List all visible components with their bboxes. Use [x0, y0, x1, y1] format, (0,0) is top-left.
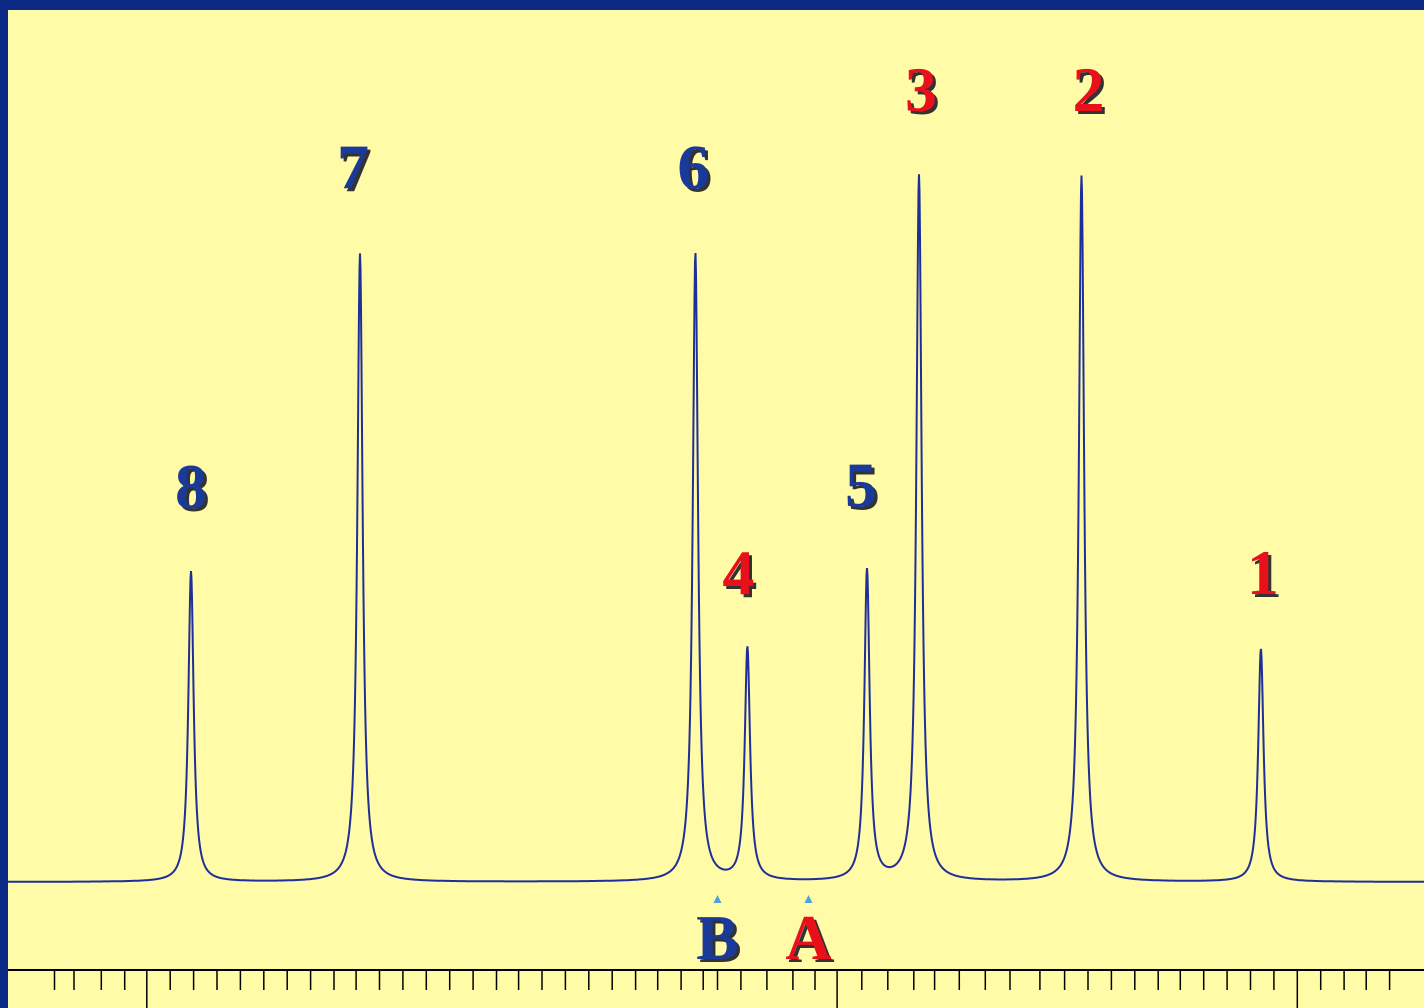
peak-label-text: 1 — [1247, 537, 1279, 608]
peak-label-3: 33 — [905, 54, 940, 128]
marker-arrow-icon — [713, 895, 722, 903]
peak-label-text: 8 — [175, 451, 207, 522]
peak-label-shadow: 1 — [1250, 540, 1282, 611]
peak-label-1: 11 — [1247, 537, 1282, 611]
peak-label-6: 66 — [677, 132, 712, 206]
peak-label-shadow: 3 — [908, 57, 940, 128]
peak-label-7: 77 — [337, 132, 372, 206]
marker-arrow-icon — [804, 895, 813, 903]
shift-markers: BB AA — [696, 895, 835, 976]
x-axis — [8, 969, 1424, 1008]
peak-label-4: 44 — [722, 537, 757, 611]
peak-label-text: 4 — [722, 537, 754, 608]
peak-label-text: 3 — [905, 54, 937, 125]
marker-label-text: B — [696, 902, 739, 973]
peak-label-text: 5 — [845, 449, 877, 520]
spectrum-trace — [8, 174, 1424, 883]
peak-label-2: 22 — [1073, 54, 1108, 128]
marker-label-shadow: A — [788, 905, 834, 976]
plot-background — [8, 10, 1424, 1008]
peak-label-text: 2 — [1073, 54, 1105, 125]
marker-B: BB — [696, 895, 742, 976]
peak-label-shadow: 4 — [725, 540, 757, 611]
peak-label-shadow: 7 — [340, 135, 372, 206]
marker-label-shadow: B — [699, 905, 742, 976]
peak-label-5: 55 — [845, 449, 880, 523]
peak-label-8: 88 — [175, 451, 210, 525]
peak-label-text: 6 — [677, 132, 709, 203]
peak-label-shadow: 2 — [1076, 57, 1108, 128]
peak-label-text: 7 — [337, 132, 369, 203]
peak-label-shadow: 5 — [848, 452, 880, 523]
marker-A: AA — [785, 895, 835, 976]
peak-label-shadow: 6 — [680, 135, 712, 206]
peak-label-shadow: 8 — [178, 454, 210, 525]
peak-labels: 88 77 66 44 55 33 22 11 — [175, 54, 1282, 611]
marker-label-text: A — [785, 902, 831, 973]
